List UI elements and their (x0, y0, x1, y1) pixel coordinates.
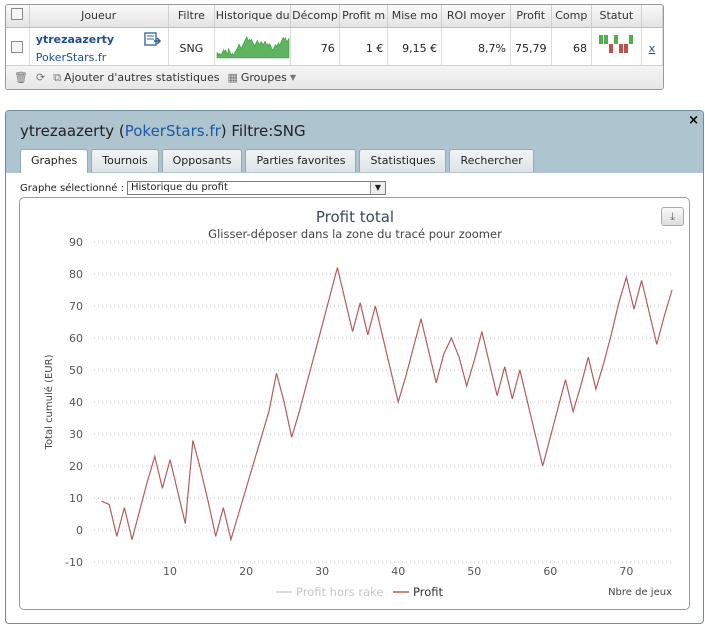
tab-statistics[interactable]: Statistiques (359, 149, 447, 172)
x-tick-label: 70 (619, 565, 633, 578)
select-all-header[interactable] (6, 5, 30, 28)
add-stats-button[interactable]: ⧉ Ajouter d'autres statistiques (53, 71, 219, 85)
legend-item-label: Profit (413, 585, 443, 599)
col-header-filter[interactable]: Filtre (168, 5, 216, 28)
comp-cell: 68 (551, 27, 593, 69)
player-toolbar: 🗑 ⟳ ⧉ Ajouter d'autres statistiques ▦ Gr… (6, 65, 663, 89)
row-checkbox[interactable] (11, 40, 24, 53)
col-header-games[interactable]: Décomp (290, 5, 340, 28)
y-tick-label: 40 (69, 396, 83, 409)
x-tick-label: 50 (467, 565, 481, 578)
refresh-icon[interactable]: ⟳ (35, 71, 46, 84)
window-player-name: ytrezaazerty (20, 122, 115, 140)
table-row: ytrezaazerty PokerStars.fr SNG 76 1 € 9,… (6, 27, 663, 69)
close-icon[interactable]: × (688, 113, 699, 128)
filter-cell: SNG (168, 27, 216, 69)
tab-tournaments[interactable]: Tournois (91, 149, 159, 172)
y-tick-label: 80 (69, 268, 83, 281)
player-site-link[interactable]: PokerStars.fr (35, 50, 107, 64)
groups-label: Groupes (240, 71, 287, 84)
games-cell: 76 (290, 27, 340, 69)
tab-search[interactable]: Rechercher (449, 149, 534, 172)
window-title: ytrezaazerty (PokerStars.fr) Filtre:SNG (20, 122, 306, 140)
x-tick-label: 20 (239, 565, 253, 578)
x-tick-label: 40 (391, 565, 405, 578)
chart-title: Profit total (316, 208, 394, 226)
col-header-history[interactable]: Historique du (214, 5, 292, 28)
y-tick-label: -10 (65, 556, 83, 569)
window-header: ytrezaazerty (PokerStars.fr) Filtre:SNG … (6, 111, 703, 173)
add-stats-label: Ajouter d'autres statistiques (64, 71, 220, 84)
y-tick-label: 70 (69, 300, 83, 313)
graph-select-row: Graphe sélectionné : Historique du profi… (20, 181, 386, 195)
avg-profit-cell: 1 € (339, 27, 389, 69)
add-columns-icon: ⧉ (53, 70, 62, 84)
y-axis-label: Total cumulé (EUR) (43, 354, 55, 450)
profit-series-line (101, 267, 673, 542)
y-tick-label: 50 (69, 364, 83, 377)
y-tick-label: 30 (69, 428, 83, 441)
tab-bar: Graphes Tournois Opposants Parties favor… (20, 149, 534, 173)
chart-container[interactable]: Profit total Glisser-déposer dans la zone… (19, 197, 690, 610)
x-tick-label: 30 (315, 565, 329, 578)
remove-player-link[interactable]: x (648, 41, 656, 55)
trash-icon[interactable]: 🗑 (14, 71, 28, 84)
col-header-actions (641, 5, 663, 28)
avg-stake-cell: 9,15 € (387, 27, 443, 69)
col-header-avg-stake[interactable]: Mise mo (387, 5, 443, 28)
player-table: Joueur Filtre Historique du Décomp Profi… (6, 5, 663, 69)
x-tick-label: 10 (163, 565, 177, 578)
y-tick-label: 90 (69, 236, 83, 249)
y-tick-label: 10 (69, 492, 83, 505)
col-header-profit[interactable]: Profit (510, 5, 552, 28)
y-tick-label: 0 (76, 524, 83, 537)
y-tick-label: 20 (69, 460, 83, 473)
window-filter: Filtre:SNG (231, 122, 306, 140)
x-tick-label: 60 (543, 565, 557, 578)
col-header-player[interactable]: Joueur (29, 5, 169, 28)
col-header-status[interactable]: Statut (591, 5, 642, 28)
player-panel: Joueur Filtre Historique du Décomp Profi… (5, 4, 664, 90)
col-header-avg-roi[interactable]: ROI moyer (441, 5, 511, 28)
history-sparkline (216, 35, 290, 58)
profit-cell: 75,79 (510, 27, 552, 69)
download-icon[interactable]: ⤓ (661, 207, 684, 226)
chevron-down-icon: ▼ (289, 73, 297, 82)
stats-window: ytrezaazerty (PokerStars.fr) Filtre:SNG … (5, 110, 704, 624)
graph-select-value: Historique du profit (131, 182, 228, 193)
graph-select-label: Graphe sélectionné : (20, 182, 124, 194)
col-header-avg-profit[interactable]: Profit m (339, 5, 389, 28)
groups-dropdown[interactable]: ▦ Groupes ▼ (227, 71, 296, 84)
select-all-checkbox[interactable] (11, 8, 24, 21)
player-name-link[interactable]: ytrezaazerty (35, 32, 115, 46)
graph-select[interactable]: Historique du profit ▼ (127, 181, 386, 195)
y-tick-label: 60 (69, 332, 83, 345)
chevron-down-icon: ▼ (370, 182, 385, 194)
legend-item-label: Profit hors rake (296, 585, 383, 599)
x-axis-label: Nbre de jeux (608, 587, 672, 598)
tab-opponents[interactable]: Opposants (161, 149, 243, 172)
status-bars-icon (598, 34, 633, 53)
groups-icon: ▦ (227, 71, 238, 84)
avg-roi-cell: 8,7% (441, 27, 511, 69)
open-window-icon[interactable] (143, 31, 162, 47)
tab-favorite-games[interactable]: Parties favorites (245, 149, 357, 172)
window-site-link[interactable]: PokerStars.fr (124, 122, 221, 140)
col-header-comp[interactable]: Comp (551, 5, 593, 28)
tab-graphs[interactable]: Graphes (20, 149, 89, 173)
chart-subtitle: Glisser-déposer dans la zone du tracé po… (208, 227, 502, 241)
